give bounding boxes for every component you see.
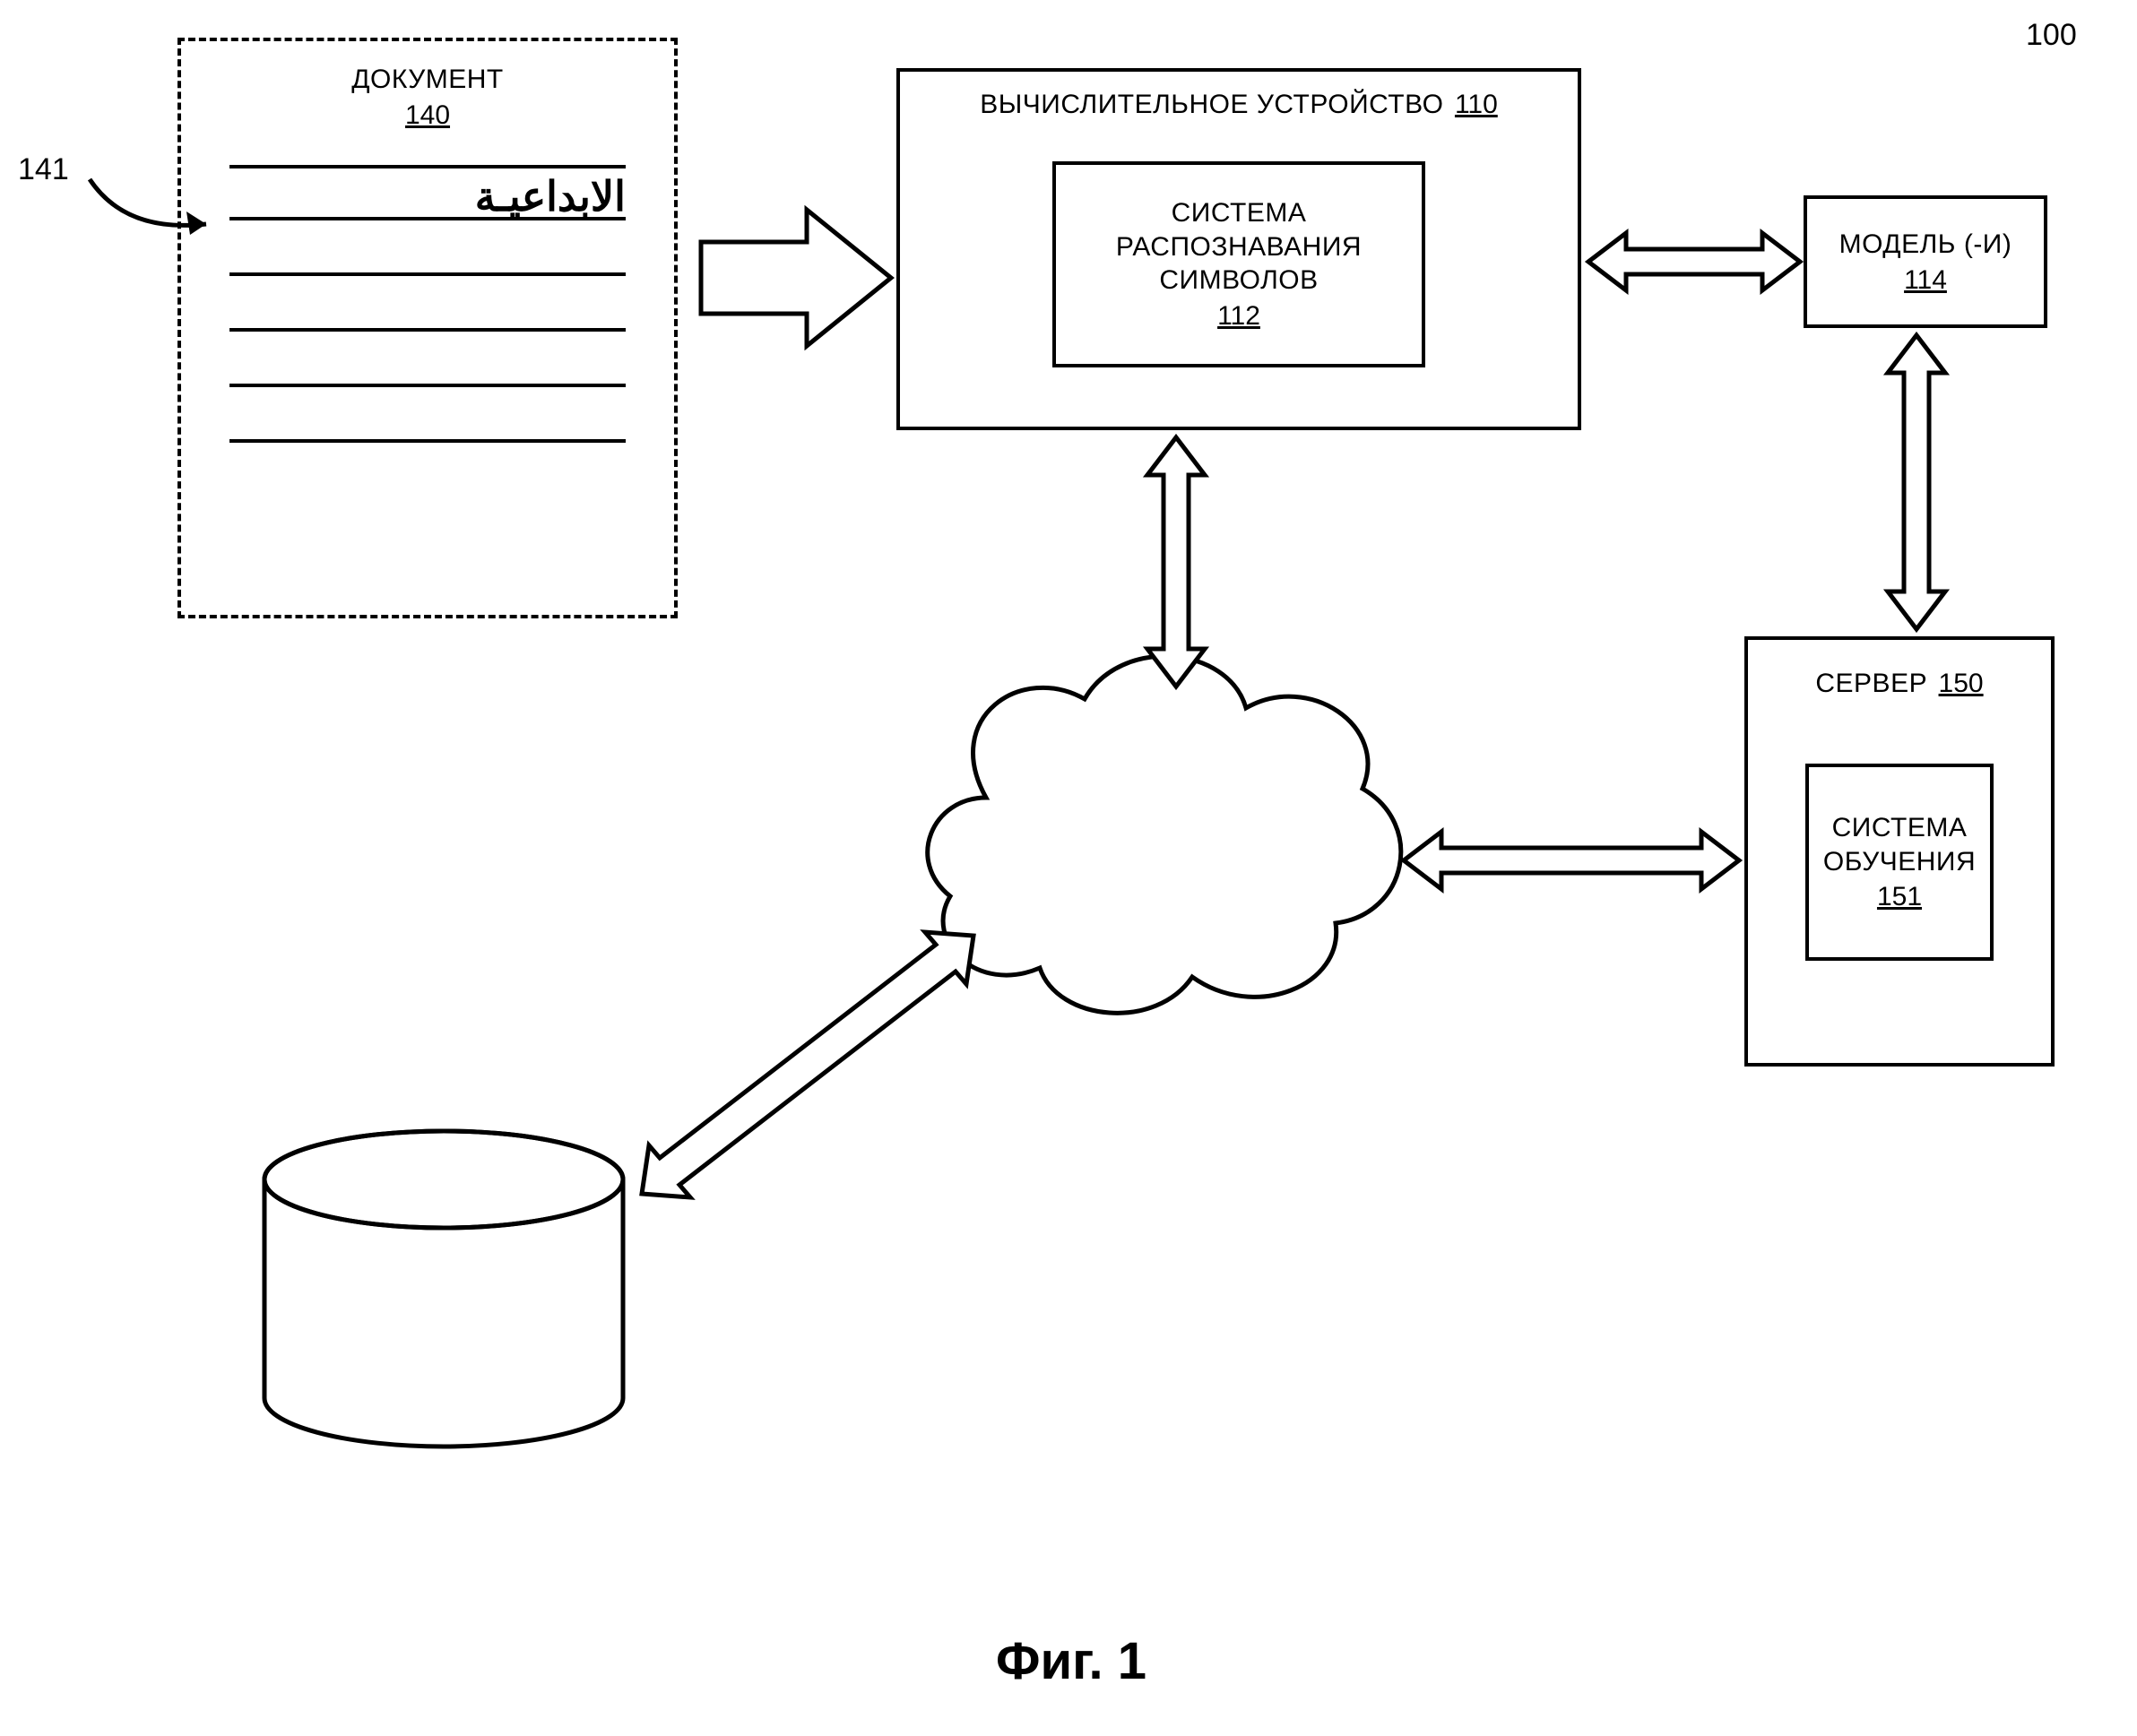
document-lines: الابداعيـة xyxy=(192,165,663,443)
server-ref: 150 xyxy=(1939,669,1984,698)
computing-device-ref: 110 xyxy=(1455,90,1498,119)
server-title: СЕРВЕР xyxy=(1815,669,1927,698)
arrow-model-server xyxy=(1888,335,1945,629)
ocr-system-node: СИСТЕМА РАСПОЗНАВАНИЯ СИМВОЛОВ 112 xyxy=(1052,161,1425,367)
arrow-network-server xyxy=(1404,832,1739,889)
document-ref: 140 xyxy=(351,100,504,131)
network-label-wrap: СЕТЬ 130 xyxy=(1067,807,1273,841)
storage-ref: 120 xyxy=(305,1292,583,1323)
callout-141-label: 141 xyxy=(18,152,69,187)
arrow-document-to-device xyxy=(701,210,891,346)
model-ref: 114 xyxy=(1904,265,1947,296)
document-line-4 xyxy=(229,384,626,387)
document-title: ДОКУМЕНТ xyxy=(351,63,504,97)
storage-title: ХРАНИЛИЩЕ xyxy=(305,1255,583,1289)
training-system-ref: 151 xyxy=(1877,882,1922,912)
system-ref-label: 100 xyxy=(2026,18,2077,53)
arrow-device-model xyxy=(1588,233,1800,290)
training-system-node: СИСТЕМА ОБУЧЕНИЯ 151 xyxy=(1805,764,1994,961)
document-node: ДОКУМЕНТ 140 الابداعيـة xyxy=(177,38,678,618)
arabic-text: الابداعيـة xyxy=(475,172,626,220)
document-line-2 xyxy=(229,272,626,276)
computing-device-title: ВЫЧИСЛИТЕЛЬНОЕ УСТРОЙСТВО xyxy=(980,90,1443,119)
training-system-title: СИСТЕМА ОБУЧЕНИЯ xyxy=(1823,811,1976,878)
server-node: СЕРВЕР 150 СИСТЕМА ОБУЧЕНИЯ 151 xyxy=(1744,636,2055,1067)
storage-label-wrap: ХРАНИЛИЩЕ 120 xyxy=(305,1255,583,1323)
network-ref: 130 xyxy=(1190,808,1234,838)
computing-device-node: ВЫЧИСЛИТЕЛЬНОЕ УСТРОЙСТВО 110 СИСТЕМА РА… xyxy=(896,68,1581,430)
figure-label: Фиг. 1 xyxy=(959,1631,1183,1691)
diagram-canvas: 100 ДОКУМЕНТ 140 الابداعيـة 141 ВЫЧИСЛИТ… xyxy=(0,0,2137,1736)
arrow-device-network xyxy=(1147,437,1205,687)
model-title: МОДЕЛЬ (-И) xyxy=(1839,228,2012,262)
document-line-5 xyxy=(229,439,626,443)
model-node: МОДЕЛЬ (-И) 114 xyxy=(1804,195,2047,328)
network-title: СЕТЬ xyxy=(1105,808,1179,838)
ocr-system-title: СИСТЕМА РАСПОЗНАВАНИЯ СИМВОЛОВ xyxy=(1116,196,1362,298)
ocr-system-ref: 112 xyxy=(1217,301,1260,332)
document-line-3 xyxy=(229,328,626,332)
document-line-1: الابداعيـة xyxy=(229,165,626,220)
arrow-storage-network xyxy=(642,932,973,1197)
